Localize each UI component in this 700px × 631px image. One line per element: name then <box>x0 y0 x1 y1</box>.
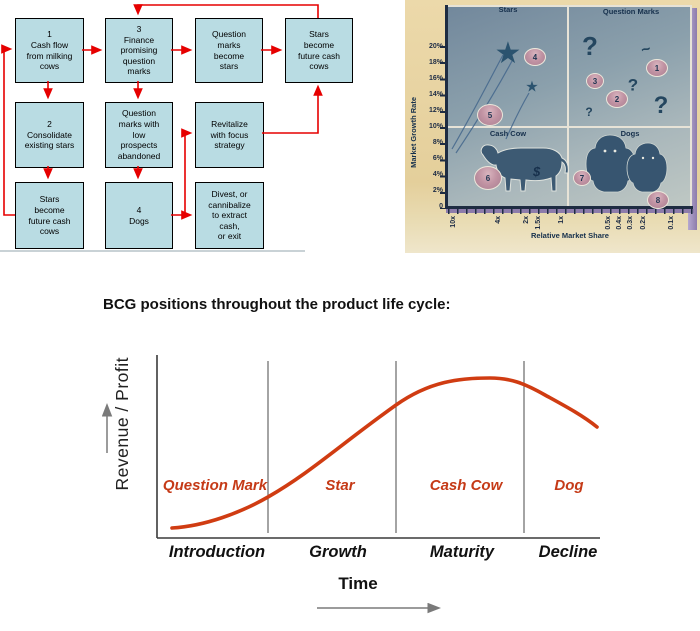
lifecycle-curve <box>170 376 599 530</box>
y-tick-4: 4% <box>432 171 443 178</box>
phase-dividers <box>267 361 525 533</box>
y-tick-2: 2% <box>432 187 443 194</box>
stage-label-maturity: Maturity <box>429 543 495 561</box>
y-tick-18: 18% <box>428 59 443 66</box>
flow-box-stars-become-cows-top: Stars become future cash cows <box>285 18 353 83</box>
y-tick-16: 16% <box>428 75 443 82</box>
question-mark-icon-big-right: ? <box>653 92 669 119</box>
cash-flow-flowchart: 1 Cash flow from milking cows 3 Finance … <box>0 0 360 256</box>
flow-box-1-text: 1 Cash flow from milking cows <box>26 29 73 72</box>
quadrant-label-question-marks: Question Marks <box>602 7 660 16</box>
phase-label-dog: Dog <box>554 477 584 494</box>
separator-line <box>0 250 305 252</box>
lifecycle-y-axis-label: Revenue / Profit <box>112 357 132 491</box>
x-tick-1-5x: 1.5x <box>535 216 542 230</box>
bubble-3: 3 <box>586 73 604 89</box>
big-star-icon: ★ <box>494 37 522 70</box>
quadrant-label-dogs: Dogs <box>620 129 640 138</box>
flow-box-divest: Divest, or cannibalize to extract cash, … <box>195 182 264 249</box>
dollar-sign: $ <box>533 164 541 179</box>
quadrant-label-stars: Stars <box>498 5 518 14</box>
flow-box-qm-low-prospects: Question marks with low prospects abando… <box>105 102 173 168</box>
flow-box-3-text: 3 Finance promising question marks <box>120 23 158 77</box>
flow-box-1-cash-flow: 1 Cash flow from milking cows <box>15 18 84 83</box>
flow-box-qm-become-stars: Question marks become stars <box>195 18 263 83</box>
lifecycle-chart <box>101 355 600 614</box>
matrix-horizontal-divider <box>446 126 692 128</box>
y-tick-14: 14% <box>428 91 443 98</box>
x-tick-10x: 10x <box>450 216 457 228</box>
matrix-y-axis <box>445 5 448 209</box>
x-tick-0-4x: 0.4x <box>616 216 623 230</box>
flow-box-stars-become-cows-left-text: Stars become future cash cows <box>28 194 71 237</box>
y-tick-12: 12% <box>428 107 443 114</box>
y-tick-0: 0 <box>439 203 443 210</box>
flow-box-2-consolidate: 2 Consolidate existing stars <box>15 102 84 168</box>
phase-label-cash-cow: Cash Cow <box>429 477 503 494</box>
x-tick-2x: 2x <box>523 216 530 224</box>
lifecycle-x-axis-label: Time <box>338 574 378 593</box>
phase-label-question-mark: Question Mark <box>162 477 268 494</box>
flow-box-4-dogs: 4 Dogs <box>105 182 173 249</box>
bubble-5: 5 <box>477 104 503 126</box>
scan-purple-edge-strip <box>688 8 697 230</box>
quadrant-label-cash-cow: Cash Cow <box>489 129 527 138</box>
matrix-x-ticks <box>448 209 693 214</box>
matrix-y-ticks <box>440 46 445 209</box>
flow-box-2-text: 2 Consolidate existing stars <box>24 119 75 151</box>
question-mark-icon-small: ? <box>585 105 593 119</box>
matrix-vertical-divider <box>567 5 569 209</box>
y-tick-6: 6% <box>432 155 443 162</box>
flow-box-revitalize: Revitalize with focus strategy <box>195 102 264 168</box>
bcg-matrix-scan: Stars Question Marks Cash Cow Dogs ★ ★ ?… <box>405 0 700 253</box>
y-tick-8: 8% <box>432 139 443 146</box>
phase-label-star: Star <box>325 477 355 494</box>
y-tick-20: 20% <box>428 43 443 50</box>
bubble-6: 6 <box>474 166 502 190</box>
flow-box-qm-become-stars-text: Question marks become stars <box>211 29 247 72</box>
flow-box-4-dogs-text: 4 Dogs <box>129 204 149 226</box>
matrix-x-axis <box>445 206 693 209</box>
bubble-2: 2 <box>606 90 628 108</box>
x-tick-0-2x: 0.2x <box>640 216 647 230</box>
page-title: BCG positions throughout the product lif… <box>103 296 451 313</box>
bubble-1: 1 <box>646 59 668 77</box>
x-tick-4x: 4x <box>495 216 502 224</box>
bubble-4: 4 <box>524 48 546 66</box>
bubble-7: 7 <box>573 170 591 186</box>
flow-box-revitalize-text: Revitalize with focus strategy <box>210 119 249 151</box>
flow-box-3-finance: 3 Finance promising question marks <box>105 18 173 83</box>
y-tick-10: 10% <box>428 123 443 130</box>
matrix-x-axis-label: Relative Market Share <box>531 231 609 240</box>
cow-icon <box>480 144 569 192</box>
flow-box-divest-text: Divest, or cannibalize to extract cash, … <box>208 188 251 242</box>
star-trails <box>451 54 530 154</box>
stage-label-introduction: Introduction <box>168 543 266 561</box>
x-tick-0-3x: 0.3x <box>627 216 634 230</box>
stage-label-growth: Growth <box>309 543 367 561</box>
bubble-8: 8 <box>647 191 669 209</box>
x-tick-0-1x: 0.1x <box>668 216 675 230</box>
flow-box-qm-low-prospects-text: Question marks with low prospects abando… <box>117 108 161 161</box>
small-star-icon: ★ <box>525 78 539 96</box>
flow-box-stars-become-cows-top-text: Stars become future cash cows <box>297 29 341 72</box>
question-mark-icon-medium: ? <box>627 75 639 95</box>
flow-box-stars-become-cows-left: Stars become future cash cows <box>15 182 84 249</box>
x-tick-1x: 1x <box>558 216 565 224</box>
matrix-y-axis-label: Market Growth Rate <box>409 97 418 168</box>
dogs-icon <box>585 134 668 193</box>
stage-label-decline: Decline <box>538 543 598 561</box>
question-mark-icon-large: ? <box>582 31 598 61</box>
x-tick-0-5x: 0.5x <box>605 216 612 230</box>
